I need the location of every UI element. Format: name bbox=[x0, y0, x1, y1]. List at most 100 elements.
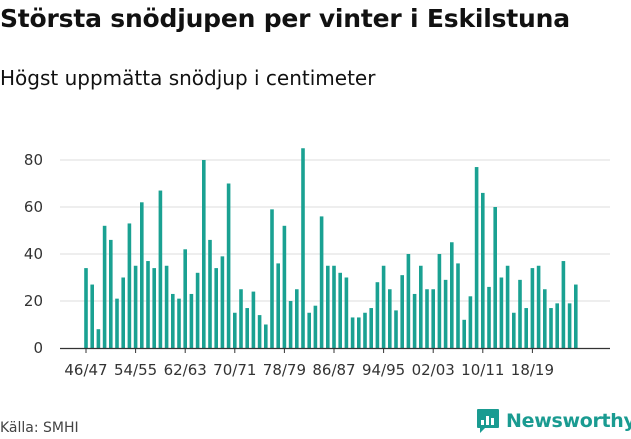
bar: 49/50: 52 bbox=[102, 225, 107, 348]
bar: 91/92: 15 bbox=[363, 312, 367, 348]
bar: 76/77: 59 bbox=[270, 209, 274, 348]
x-tick-label: 78/79 bbox=[263, 361, 306, 379]
bar: 77/78: 36 bbox=[276, 263, 280, 348]
y-tick-label: 20 bbox=[24, 292, 43, 310]
bar: 10/11: 66 bbox=[481, 192, 485, 348]
bar: 21/22: 17 bbox=[549, 308, 553, 348]
bar: 54/55: 35 bbox=[133, 265, 138, 348]
bar: 04/05: 29 bbox=[443, 279, 448, 348]
bar: 61/62: 21 bbox=[177, 298, 181, 348]
bar: 07/08: 12 bbox=[462, 319, 466, 348]
bar: 93/94: 28 bbox=[375, 282, 380, 348]
bar: 55/56: 62 bbox=[140, 202, 144, 348]
bar: 87/88: 32 bbox=[338, 272, 342, 348]
y-axis-ticks: 0 20 40 60 80 bbox=[24, 151, 43, 357]
bar: 08/09: 22 bbox=[468, 296, 473, 348]
bar: 73/74: 24 bbox=[251, 291, 256, 348]
bar: 00/01: 35 bbox=[419, 265, 423, 348]
x-tick-label: 46/47 bbox=[64, 361, 107, 379]
bar: 48/49: 8 bbox=[96, 329, 101, 348]
bar: 99/00: 23 bbox=[412, 293, 417, 348]
bar: 65/66: 80 bbox=[202, 160, 206, 348]
x-tick-label: 94/95 bbox=[362, 361, 405, 379]
bar: 17/18: 17 bbox=[524, 308, 528, 348]
bar-chart: 0 20 40 60 80 46/47: 3447/48: 2748/49: 849/5… bbox=[24, 148, 610, 379]
bar: 81/82: 85 bbox=[301, 148, 305, 348]
x-tick-label: 18/19 bbox=[511, 361, 554, 379]
bar: 98/99: 40 bbox=[406, 254, 411, 348]
bar: 53/54: 53 bbox=[127, 223, 132, 348]
bar: 05/06: 45 bbox=[450, 242, 454, 348]
source-label: Källa: SMHI bbox=[0, 420, 79, 436]
bar: 02/03: 25 bbox=[431, 289, 435, 348]
bar: 46/47: 34 bbox=[84, 268, 88, 348]
bar: 51/52: 21 bbox=[115, 298, 119, 348]
bar: 67/68: 34 bbox=[214, 268, 218, 348]
bar: 89/90: 13 bbox=[350, 317, 355, 348]
x-tick-label: 70/71 bbox=[213, 361, 256, 379]
x-tick-label: 02/03 bbox=[412, 361, 455, 379]
bar: 14/15: 35 bbox=[505, 265, 510, 348]
bar: 68/69: 39 bbox=[220, 256, 225, 348]
bar: 66/67: 46 bbox=[208, 239, 212, 348]
bar: 84/85: 56 bbox=[319, 216, 324, 348]
bar: 82/83: 15 bbox=[307, 312, 311, 348]
bar: 79/80: 20 bbox=[288, 301, 293, 348]
chart-subtitle: Högst uppmätta snödjup i centimeter bbox=[0, 66, 376, 90]
bar: 50/51: 46 bbox=[109, 239, 113, 348]
bar: 71/72: 25 bbox=[239, 289, 243, 348]
bar: 12/13: 60 bbox=[493, 207, 497, 348]
bar: 72/73: 17 bbox=[245, 308, 249, 348]
bar: 95/96: 25 bbox=[388, 289, 392, 348]
brand-name: Newsworthy bbox=[506, 410, 631, 432]
bar: 85/86: 35 bbox=[326, 265, 330, 348]
chart-title: Största snödjupen per vinter i Eskilstun… bbox=[0, 4, 570, 33]
bar: 13/14: 30 bbox=[499, 277, 504, 348]
bar: 20/21: 25 bbox=[543, 289, 547, 348]
brand-logo[interactable]: Newsworthy bbox=[476, 408, 631, 434]
bar: undefined: 19 bbox=[567, 303, 572, 348]
bar: 70/71: 15 bbox=[233, 312, 237, 348]
bar: 63/64: 23 bbox=[189, 293, 194, 348]
bar: 62/63: 42 bbox=[183, 249, 187, 348]
newsworthy-logo-icon bbox=[477, 409, 499, 433]
x-tick-label: 62/63 bbox=[164, 361, 207, 379]
x-tick-label: 10/11 bbox=[461, 361, 504, 379]
bar: 11/12: 26 bbox=[487, 286, 491, 348]
bar: 16/17: 29 bbox=[518, 279, 522, 348]
bar: 90/91: 13 bbox=[357, 317, 361, 348]
bar: 56/57: 37 bbox=[146, 261, 150, 348]
bar: 15/16: 15 bbox=[512, 312, 516, 348]
bar: 96/97: 16 bbox=[394, 310, 398, 348]
bar: 74/75: 14 bbox=[257, 315, 262, 348]
x-tick-label: 86/87 bbox=[312, 361, 355, 379]
y-tick-label: 40 bbox=[24, 245, 43, 263]
bar: 06/07: 36 bbox=[456, 263, 460, 348]
bars: 46/47: 3447/48: 2748/49: 849/50: 5250/51… bbox=[84, 148, 578, 348]
bar: 86/87: 35 bbox=[332, 265, 336, 348]
bar: undefined: 27 bbox=[574, 284, 578, 348]
bar: 88/89: 30 bbox=[344, 277, 349, 348]
bar: 01/02: 25 bbox=[425, 289, 429, 348]
x-tick-label: 54/55 bbox=[114, 361, 157, 379]
y-tick-label: 80 bbox=[24, 151, 43, 169]
bar: 94/95: 35 bbox=[381, 265, 386, 348]
bar: 03/04: 40 bbox=[437, 254, 442, 348]
bar: 92/93: 17 bbox=[369, 308, 373, 348]
bar: 19/20: 35 bbox=[536, 265, 541, 348]
bar: 52/53: 30 bbox=[121, 277, 125, 348]
bar: 59/60: 35 bbox=[164, 265, 169, 348]
x-axis: 46/47 54/55 62/63 70/71 78/79 86/87 94/95 02/03… bbox=[60, 347, 610, 379]
bar: 78/79: 52 bbox=[282, 225, 287, 348]
y-tick-label: 60 bbox=[24, 198, 43, 216]
bar: 18/19: 34 bbox=[530, 268, 535, 348]
bar: 23/24: 37 bbox=[561, 261, 566, 348]
bar: 47/48: 27 bbox=[90, 284, 94, 348]
y-tick-label: 0 bbox=[33, 339, 43, 357]
bar: 75/76: 10 bbox=[264, 324, 268, 348]
bar: 22/23: 19 bbox=[555, 303, 559, 348]
bar: 80/81: 25 bbox=[295, 289, 299, 348]
bar: 09/10: 77 bbox=[474, 167, 479, 348]
bar: 57/58: 34 bbox=[152, 268, 156, 348]
bar: 64/65: 32 bbox=[195, 272, 200, 348]
